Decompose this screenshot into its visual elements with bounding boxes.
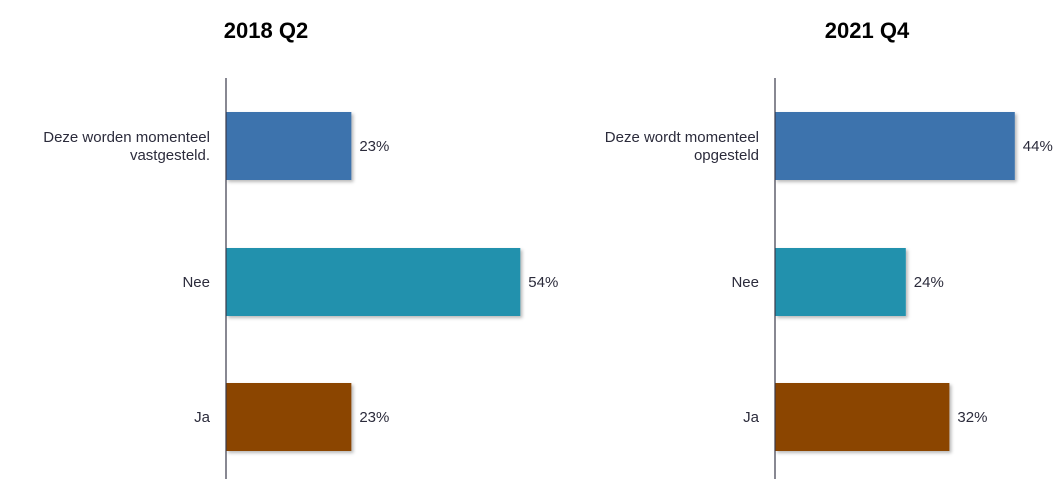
category-label: Deze worden momenteel [43,129,210,146]
value-labels: 23% 54% 23% [359,138,558,426]
bar-group [226,112,521,451]
value-labels: 44% 24% 32% [914,138,1053,426]
bar [775,112,1015,180]
data-label: 54% [528,274,558,291]
bar [226,112,352,180]
bar [775,383,950,451]
data-label: 24% [914,274,944,291]
bar-group [775,112,1015,451]
category-label: opgesteld [694,147,759,164]
category-label: Nee [731,274,759,291]
chart-title: 2021 Q4 [825,18,910,43]
category-label: Deze wordt momenteel [605,129,759,146]
data-label: 23% [359,138,389,155]
category-label: Nee [182,274,210,291]
chart-title: 2018 Q2 [224,18,308,43]
category-label: vastgesteld. [130,147,210,164]
data-label: 44% [1023,138,1053,155]
chart-2018-q2: 2018 Q2 Deze worden momenteelvastgesteld… [43,18,558,479]
category-label: Ja [194,409,211,426]
bar [775,248,906,316]
data-label: 32% [957,409,987,426]
category-label: Ja [743,409,760,426]
bar [226,383,352,451]
bar [226,248,521,316]
data-label: 23% [359,409,389,426]
